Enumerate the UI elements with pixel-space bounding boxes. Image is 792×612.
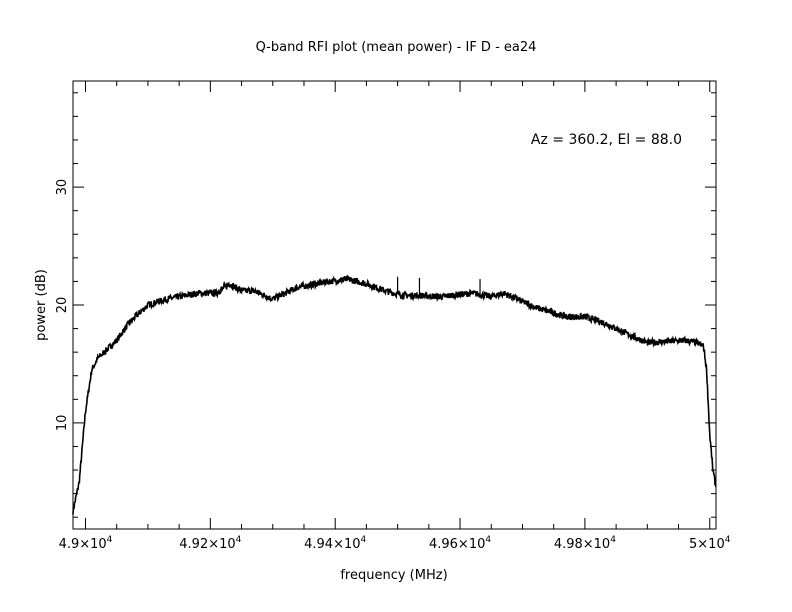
y-tick-label: 20: [55, 297, 70, 314]
x-tick-label: 4.94×104: [304, 535, 366, 552]
x-axis-tick-labels: 4.9×104 4.92×104 4.94×104 4.96×104 4.98×104 5…: [59, 535, 731, 552]
x-tick-label: 4.9×104: [59, 535, 113, 552]
az-el-annotation: Az = 360.2, El = 88.0: [531, 132, 682, 148]
x-tick-label: 4.98×104: [554, 535, 616, 552]
x-tick-label: 4.96×104: [429, 535, 491, 552]
y-tick-label: 10: [55, 415, 70, 432]
y-axis-tick-labels: 10 20 30: [55, 179, 70, 431]
x-axis-label: frequency (MHz): [340, 568, 447, 583]
x-axis-ticks: [84, 81, 711, 529]
series-line: [72, 274, 717, 515]
y-axis-ticks: [73, 92, 716, 518]
y-axis-label: power (dB): [34, 269, 49, 341]
x-tick-label: 5×104: [689, 535, 731, 552]
y-tick-label: 30: [55, 179, 70, 196]
x-tick-label: 4.92×104: [179, 535, 241, 552]
rfi-spikes: [397, 276, 481, 296]
chart-title: Q-band RFI plot (mean power) - IF D - ea…: [256, 40, 537, 55]
plot-frame: [72, 80, 717, 530]
